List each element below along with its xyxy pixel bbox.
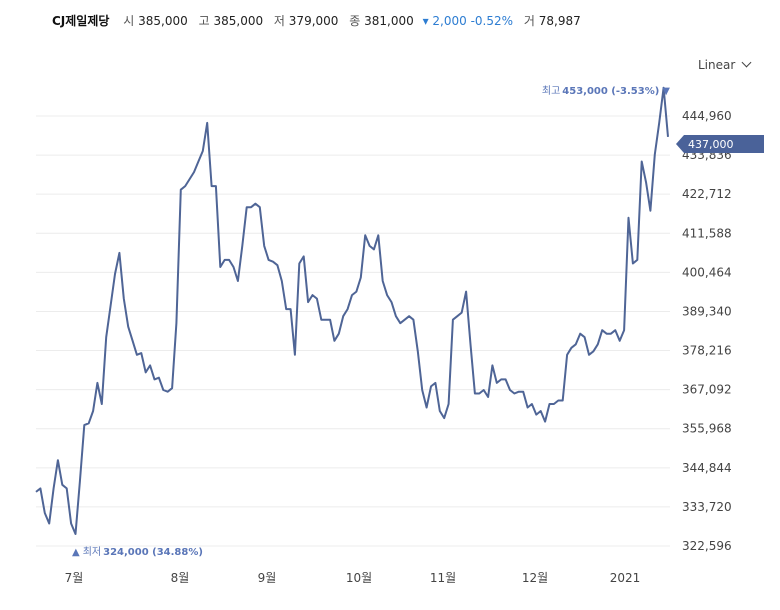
volume-value: 78,987 (538, 14, 581, 28)
max-annotation-label: 최고 (542, 85, 560, 97)
y-tick-label: 355,968 (682, 422, 732, 436)
x-axis-ticks: 7월 8월 9월 10월 11월 12월 2021 (65, 571, 641, 585)
x-tick-label: 7월 (65, 571, 84, 585)
close-value: 381,000 (364, 14, 414, 28)
x-tick-label: 8월 (171, 571, 190, 585)
y-tick-label: 367,092 (682, 383, 732, 397)
y-tick-label: 444,960 (682, 109, 732, 123)
max-annotation-value: 453,000 (-3.53%) (562, 86, 659, 97)
min-annotation-value: 324,000 (34.88%) (103, 547, 203, 558)
y-tick-label: 411,588 (682, 226, 732, 240)
low-value: 379,000 (288, 14, 339, 28)
change-value: ▾ 2,000 -0.52% (422, 14, 514, 28)
y-tick-label: 333,720 (682, 500, 732, 514)
max-annotation: 최고 453,000 (-3.53%) ▼ (542, 85, 670, 97)
y-tick-label: 322,596 (682, 539, 732, 553)
close-label: 종 (349, 14, 361, 28)
x-tick-label: 10월 (346, 571, 372, 585)
current-price-tag (676, 134, 764, 153)
scale-selector-label: Linear (698, 58, 736, 72)
annotations: 437,000 최고 453,000 (-3.53%) ▼ ▲ 최저 324,000 (34… (72, 85, 764, 558)
y-tick-label: 422,712 (682, 187, 732, 201)
max-annotation-marker: ▼ (662, 86, 670, 97)
high-value: 385,000 (213, 14, 264, 28)
min-annotation: ▲ 최저 324,000 (34.88%) (72, 546, 203, 558)
volume-label: 거 (523, 14, 535, 28)
open-label: 시 (123, 14, 135, 28)
open-value: 385,000 (138, 14, 188, 28)
y-tick-label: 344,844 (682, 461, 732, 475)
x-tick-label: 12월 (522, 571, 548, 585)
scale-selector[interactable]: Linear (698, 57, 752, 72)
grid-lines (36, 115, 670, 547)
y-tick-label: 400,464 (682, 265, 732, 279)
y-tick-label: 378,216 (682, 344, 732, 358)
price-line (35, 86, 669, 535)
low-label: 저 (273, 14, 285, 28)
current-price-label: 437,000 (688, 138, 734, 151)
x-tick-label: 9월 (258, 571, 277, 585)
x-tick-label: 11월 (430, 571, 456, 585)
min-annotation-marker: ▲ (72, 547, 80, 558)
series-group (35, 86, 669, 535)
y-tick-label: 389,340 (682, 304, 732, 318)
price-summary-header: CJ제일제당 시 385,000 고 385,000 저 379,000 종 3… (52, 12, 586, 29)
x-tick-label: 2021 (610, 571, 641, 585)
min-annotation-label: 최저 (83, 546, 101, 558)
stock-name: CJ제일제당 (52, 14, 110, 28)
y-axis-ticks: 444,960433,836422,712411,588400,464389,3… (682, 109, 732, 553)
high-label: 고 (198, 14, 210, 28)
